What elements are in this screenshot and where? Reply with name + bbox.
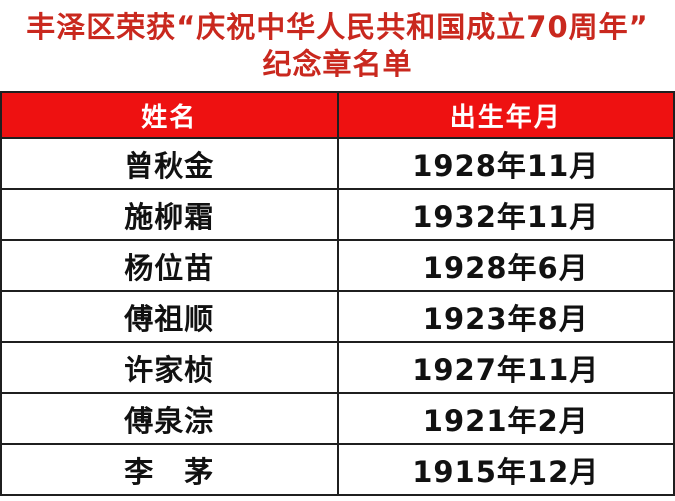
cell-birthdate: 1915年12月 [336,443,675,496]
table-row: 傅祖顺 1923年8月 [0,290,675,343]
column-header-name: 姓名 [0,91,339,139]
cell-name: 施柳霜 [0,188,339,241]
page-title: 丰泽区荣获“庆祝中华人民共和国成立70周年” 纪念章名单 [0,0,675,91]
cell-name: 傅泉淙 [0,392,339,445]
table-row: 曾秋金 1928年11月 [0,137,675,190]
cell-name: 李 茅 [0,443,339,496]
column-header-birthdate: 出生年月 [336,91,675,139]
table-row: 杨位苗 1928年6月 [0,239,675,292]
cell-name: 杨位苗 [0,239,339,292]
table-row: 施柳霜 1932年11月 [0,188,675,241]
cell-birthdate: 1921年2月 [336,392,675,445]
cell-name: 许家桢 [0,341,339,394]
cell-name: 傅祖顺 [0,290,339,343]
cell-birthdate: 1927年11月 [336,341,675,394]
page-title-line2: 纪念章名单 [262,46,413,81]
page-title-line1: 丰泽区荣获“庆祝中华人民共和国成立70周年” [26,9,649,44]
table-header-row: 姓名 出生年月 [0,91,675,139]
cell-birthdate: 1928年6月 [336,239,675,292]
cell-name: 曾秋金 [0,137,339,190]
table-row: 李 茅 1915年12月 [0,443,675,496]
table-row: 许家桢 1927年11月 [0,341,675,394]
cell-birthdate: 1928年11月 [336,137,675,190]
cell-birthdate: 1932年11月 [336,188,675,241]
medal-recipient-table: 姓名 出生年月 曾秋金 1928年11月 施柳霜 1932年11月 杨位苗 19… [0,91,675,496]
table-row: 傅泉淙 1921年2月 [0,392,675,445]
cell-birthdate: 1923年8月 [336,290,675,343]
